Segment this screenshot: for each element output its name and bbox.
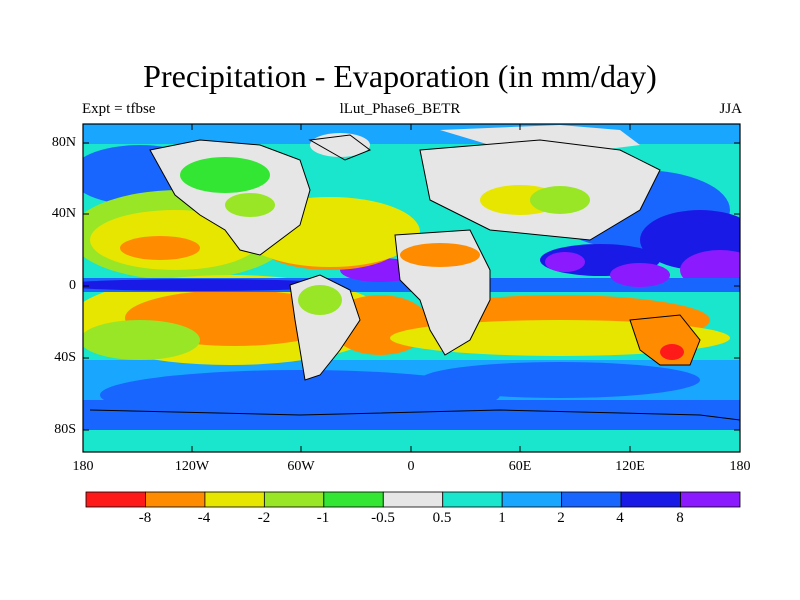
colorbar-label-neg8: -8 [138, 510, 152, 526]
colorbar-label-p2: 2 [557, 510, 565, 526]
lon-label-60e: 60E [508, 459, 532, 474]
colorbar-swatch [620, 491, 681, 508]
colorbar-label-p8: 8 [676, 510, 684, 526]
coast-eurasia [419, 139, 661, 241]
lat-label-40s: 40S [54, 350, 76, 365]
coast-greenland [308, 134, 372, 161]
map-ticks [82, 124, 741, 452]
colorbar-swatch [680, 491, 741, 508]
lat-label-0: 0 [69, 278, 76, 293]
map-fill [83, 124, 740, 452]
colorbar-swatch [501, 491, 563, 508]
central-asia-dry [530, 186, 590, 214]
colorbar-label-neg1: -1 [316, 510, 330, 526]
sw-pacific-light [83, 320, 200, 360]
coast-australia [629, 314, 701, 366]
lat-label-40n: 40N [51, 206, 76, 221]
india-monsoon [545, 252, 585, 272]
colorbar-label-p4: 4 [616, 510, 624, 526]
colorbar-swatch [382, 491, 444, 508]
colorbar-label-neg05: -0.5 [371, 510, 395, 526]
lat-label-80s: 80S [54, 422, 76, 437]
lat-label-80n: 80N [51, 135, 76, 150]
amazon-dry [298, 285, 342, 315]
coastlines [89, 134, 740, 421]
colorbar-swatch [204, 491, 265, 508]
lon-label-120e: 120E [615, 459, 645, 474]
indian-storm [420, 362, 700, 398]
lon-label-120w: 120W [174, 459, 210, 474]
colorbar-label-p1: 1 [498, 510, 506, 526]
lon-label-180e: 180 [729, 459, 751, 474]
experiment-label: Expt = tfbse [82, 101, 156, 117]
colorbar-swatch [323, 491, 384, 508]
maritime-wet [610, 263, 670, 287]
coast-south-america [289, 274, 361, 381]
sahara-dry [400, 243, 480, 267]
colorbar-swatch [85, 491, 146, 508]
colorbar-label-neg2: -2 [257, 510, 271, 526]
colorbar-swatch [442, 491, 503, 508]
north-america-central [225, 193, 275, 217]
lon-label-60w: 60W [287, 459, 315, 474]
case-label: lLut_Phase6_BETR [339, 101, 461, 117]
coast-antarctica [89, 409, 740, 421]
antarctic-band [83, 430, 740, 452]
colorbar-swatch [561, 491, 622, 508]
north-america-green [180, 157, 270, 193]
coast-africa [394, 229, 491, 356]
colorbar-swatch [145, 491, 206, 508]
colorbar-label-neg4: -4 [197, 510, 211, 526]
south-atlantic-storm [100, 370, 500, 420]
lon-label-0: 0 [407, 459, 415, 474]
lon-label-180w: 180 [72, 459, 94, 474]
chart-title: Precipitation - Evaporation (in mm/day) [143, 58, 657, 94]
itcz-pacific [83, 279, 340, 291]
n-pacific-core [120, 236, 200, 260]
colorbar-label-p05: 0.5 [432, 510, 452, 526]
australia-core [660, 344, 684, 360]
colorbar-swatch [263, 491, 325, 508]
coast-north-america [149, 139, 311, 256]
season-label: JJA [719, 101, 742, 117]
